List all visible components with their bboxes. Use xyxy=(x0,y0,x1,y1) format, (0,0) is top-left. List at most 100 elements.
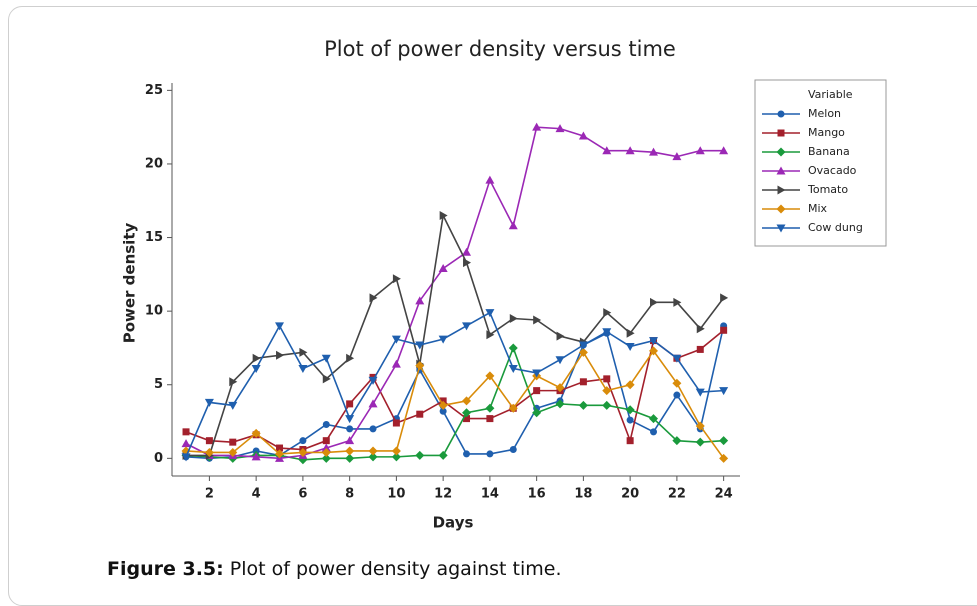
data-point xyxy=(719,436,729,446)
caption-text: Plot of power density against time. xyxy=(229,558,562,580)
data-point xyxy=(533,315,542,325)
data-point xyxy=(298,365,308,374)
data-point xyxy=(251,452,261,461)
data-point xyxy=(719,387,729,396)
data-point xyxy=(299,347,308,357)
x-tick-label: 6 xyxy=(298,487,307,502)
legend-marker xyxy=(777,110,785,118)
data-point xyxy=(695,146,705,155)
y-tick-label: 15 xyxy=(145,230,163,245)
data-point xyxy=(229,377,238,387)
data-point xyxy=(650,297,659,307)
x-axis-label: Days xyxy=(433,514,474,532)
data-point xyxy=(602,328,612,337)
data-point xyxy=(696,345,704,353)
data-point xyxy=(672,436,682,446)
x-tick-label: 18 xyxy=(574,487,592,502)
legend-marker xyxy=(776,224,786,233)
data-point xyxy=(368,376,378,385)
data-point xyxy=(276,350,285,360)
data-point xyxy=(649,147,659,156)
x-tick-label: 8 xyxy=(345,487,354,502)
data-point xyxy=(415,450,425,460)
data-point xyxy=(578,341,588,350)
legend-label: Ovacado xyxy=(808,164,857,177)
data-point xyxy=(649,337,659,346)
data-point xyxy=(438,400,448,410)
data-point xyxy=(509,314,518,324)
data-point xyxy=(555,356,565,365)
y-axis-label: Power density xyxy=(121,223,139,344)
data-point xyxy=(415,361,425,371)
data-point xyxy=(532,408,542,418)
data-point xyxy=(463,450,471,458)
data-point xyxy=(579,378,587,386)
legend-label: Mix xyxy=(808,202,828,215)
data-point xyxy=(229,438,237,446)
data-point xyxy=(719,453,729,463)
series-line xyxy=(185,126,724,460)
caption: Figure 3.5: Plot of power density agains… xyxy=(107,558,562,580)
data-point xyxy=(346,400,354,408)
data-point xyxy=(228,447,238,457)
data-point xyxy=(228,401,238,410)
data-point xyxy=(602,386,612,396)
data-point xyxy=(626,416,634,424)
legend-label: Mango xyxy=(808,126,845,139)
data-point xyxy=(485,309,495,318)
data-point xyxy=(391,446,401,456)
data-point xyxy=(276,444,284,452)
data-point xyxy=(321,354,331,363)
data-point xyxy=(392,419,400,427)
data-point xyxy=(649,346,659,356)
y-tick-label: 10 xyxy=(145,304,163,319)
series-line xyxy=(185,325,725,460)
y-tick-label: 0 xyxy=(154,451,163,466)
legend-marker xyxy=(776,204,786,214)
data-point xyxy=(556,331,565,341)
data-point xyxy=(181,439,191,448)
data-point xyxy=(462,396,472,406)
data-point xyxy=(626,328,635,338)
data-point xyxy=(650,428,658,436)
data-point xyxy=(345,446,355,456)
data-point xyxy=(649,414,659,424)
x-tick-label: 14 xyxy=(481,487,499,502)
legend-label: Tomato xyxy=(807,183,848,196)
data-point xyxy=(508,221,518,230)
data-point xyxy=(252,353,261,363)
data-point xyxy=(321,443,331,452)
legend-title: Variable xyxy=(808,88,853,101)
x-tick-label: 20 xyxy=(621,487,639,502)
series-line xyxy=(186,212,725,457)
data-point xyxy=(321,447,331,457)
data-point xyxy=(392,274,401,284)
legend-marker xyxy=(777,185,786,195)
data-point xyxy=(368,452,378,462)
data-point xyxy=(275,322,285,331)
data-point xyxy=(415,341,425,350)
data-point xyxy=(625,342,635,351)
data-point xyxy=(463,258,472,268)
data-point xyxy=(345,436,355,445)
data-point xyxy=(391,335,401,344)
data-point xyxy=(251,428,261,438)
data-point xyxy=(602,146,612,155)
data-point xyxy=(673,391,681,399)
data-point xyxy=(508,365,518,374)
data-point xyxy=(485,175,495,184)
legend-marker xyxy=(776,166,786,175)
data-point xyxy=(182,428,190,436)
data-point xyxy=(486,450,494,458)
data-point xyxy=(555,124,565,133)
data-point xyxy=(322,420,330,428)
data-point xyxy=(509,446,517,454)
data-point xyxy=(719,146,729,155)
data-point xyxy=(299,437,307,445)
chart-title: Plot of power density versus time xyxy=(324,37,676,61)
data-point xyxy=(603,308,612,318)
x-tick-label: 22 xyxy=(668,487,686,502)
data-point xyxy=(532,122,542,131)
data-point xyxy=(415,296,425,305)
data-point xyxy=(578,131,588,140)
